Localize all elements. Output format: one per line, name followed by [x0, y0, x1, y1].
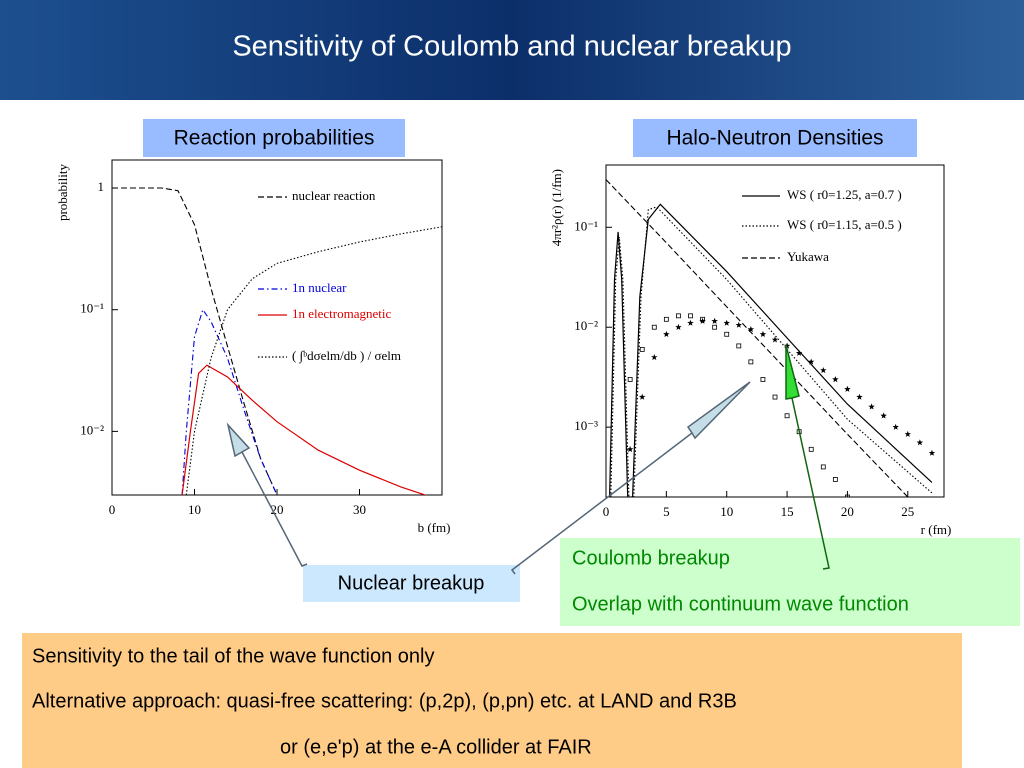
marker-point [844, 385, 851, 392]
left-heading: Reaction probabilities [174, 127, 375, 150]
arrows [226, 344, 830, 575]
marker-point [832, 477, 838, 482]
marker-point [771, 336, 779, 343]
x-tick-label: 10 [188, 502, 201, 517]
y-tick-label: 10⁻² [80, 422, 104, 437]
legend-label: nuclear reaction [292, 188, 376, 203]
marker-point [712, 324, 718, 330]
legend-label: WS ( r0=1.25, a=0.7 ) [787, 187, 902, 202]
marker-point [700, 316, 705, 322]
marker-point [663, 316, 669, 322]
marker-point [651, 353, 658, 361]
series-line [181, 308, 278, 495]
y-axis-label: 4πr²ρ(r) (1/fm) [549, 169, 564, 246]
marker-point [687, 319, 694, 326]
right-heading: Halo-Neutron Densities [666, 127, 883, 150]
x-axis-label: r (fm) [921, 522, 952, 537]
marker-point [784, 413, 790, 419]
marker-point [736, 343, 742, 349]
marker-point [711, 317, 718, 324]
series-line [606, 179, 909, 497]
summary-line: Sensitivity to the tail of the wave func… [32, 645, 434, 667]
marker-point [724, 331, 730, 337]
marker-point [699, 317, 706, 324]
x-tick-label: 0 [603, 504, 610, 519]
marker-point [783, 342, 791, 349]
x-tick-label: 25 [901, 504, 914, 519]
summary-line: or (e,e'p) at the e-A collider at FAIR [280, 736, 592, 758]
marker-point [723, 319, 730, 326]
marker-point [928, 449, 936, 456]
marker-point [820, 367, 827, 374]
marker-point [808, 358, 815, 365]
x-tick-label: 10 [720, 504, 733, 519]
nuclear-box [303, 565, 520, 602]
series-line [112, 187, 278, 495]
plot-area [112, 187, 442, 495]
legend-label: ( ∫ᵇdσelm/db ) / σelm [292, 348, 401, 364]
marker-point [627, 377, 633, 382]
marker-point [639, 393, 646, 400]
marker-point [820, 464, 826, 470]
marker-point [880, 412, 887, 419]
marker-point [626, 445, 634, 453]
header-band [0, 0, 1024, 100]
legend-label: 1n electromagnetic [292, 306, 391, 321]
coulomb-box [560, 538, 1020, 626]
y-tick-label: 10⁻³ [574, 418, 598, 433]
nuclear-note: Nuclear breakup [338, 572, 485, 594]
marker-point [663, 330, 670, 337]
coulomb-note: Overlap with continuum wave function [572, 593, 909, 615]
marker-point [916, 439, 924, 446]
x-tick-label: 30 [353, 502, 366, 517]
summary-line: Alternative approach: quasi-free scatter… [32, 690, 737, 712]
x-tick-label: 0 [109, 502, 116, 517]
x-axis-label: b (fm) [418, 520, 451, 535]
y-tick-label: 10⁻² [574, 318, 598, 333]
marker-point [676, 313, 681, 319]
legend-label: 1n nuclear [292, 280, 347, 295]
plot-frame [605, 164, 945, 498]
slide-title: Sensitivity of Coulomb and nuclear break… [232, 31, 791, 63]
summary-box [22, 633, 962, 768]
legend-label: Yukawa [787, 249, 829, 264]
y-tick-label: 10⁻¹ [80, 301, 104, 316]
legend-label: WS ( r0=1.15, a=0.5 ) [787, 217, 902, 232]
x-tick-label: 15 [781, 504, 794, 519]
y-tick-label: 1 [98, 179, 105, 194]
y-tick-label: 10⁻¹ [574, 218, 598, 233]
marker-point [892, 423, 899, 430]
marker-point [856, 393, 863, 400]
marker-point [735, 321, 742, 328]
series-line [609, 203, 933, 497]
series-line [181, 364, 428, 495]
heading-box [143, 119, 405, 157]
marker-point [639, 346, 645, 352]
marker-point [808, 446, 814, 452]
marker-point [868, 403, 875, 410]
x-tick-label: 5 [663, 504, 670, 519]
heading-box [633, 119, 917, 157]
marker-point [845, 494, 850, 497]
marker-point [688, 313, 693, 319]
coulomb-note: Coulomb breakup [572, 547, 730, 569]
y-axis-label: probability [55, 164, 70, 222]
marker-point [747, 326, 755, 333]
marker-point [759, 330, 767, 337]
x-tick-label: 20 [841, 504, 854, 519]
marker-point [651, 324, 657, 330]
marker-point [748, 359, 754, 365]
marker-point [760, 377, 766, 382]
series-line [185, 226, 442, 495]
marker-point [795, 349, 803, 356]
marker-point [675, 323, 682, 330]
marker-point [832, 376, 839, 383]
marker-point [772, 394, 778, 400]
marker-point [904, 430, 911, 437]
